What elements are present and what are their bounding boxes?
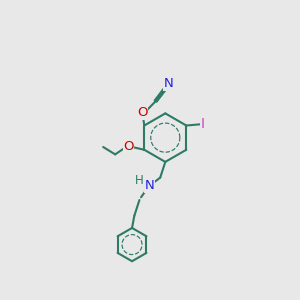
- Text: I: I: [201, 117, 205, 131]
- Text: O: O: [137, 106, 148, 119]
- Text: O: O: [123, 140, 134, 154]
- Text: N: N: [145, 179, 154, 192]
- Text: H: H: [135, 174, 144, 187]
- Text: N: N: [164, 77, 174, 90]
